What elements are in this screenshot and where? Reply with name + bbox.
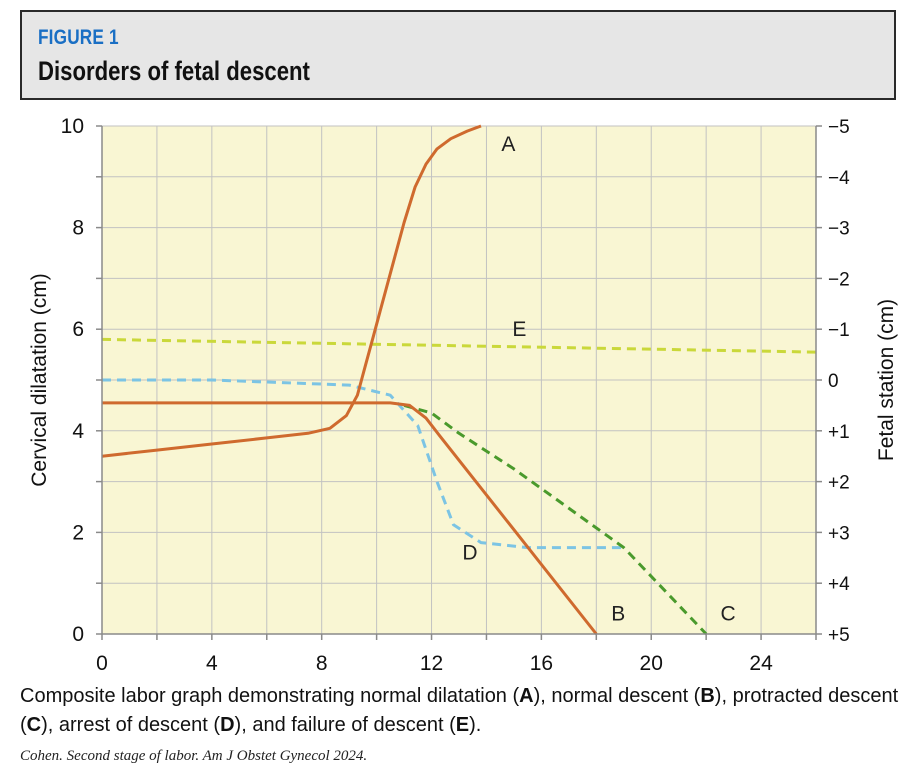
x-tick-label: 8 [316, 652, 328, 675]
caption-key-e: E [456, 714, 469, 736]
caption-text: ). [469, 714, 481, 736]
caption-key-c: C [27, 714, 41, 736]
series-label-b: B [611, 603, 625, 626]
caption-text: ), and failure of descent ( [235, 714, 456, 736]
y-tick-label: 2 [72, 521, 84, 544]
y-tick-label: 10 [61, 115, 84, 138]
caption-text: Composite labor graph demonstrating norm… [20, 685, 519, 707]
y-tick-label: 6 [72, 318, 84, 341]
y-axis-title: Cervical dilatation (cm) [28, 273, 51, 487]
y2-tick-label: −2 [828, 269, 850, 290]
x-tick-label: 12 [420, 652, 443, 675]
series-label-d: D [462, 542, 477, 565]
caption-text: ), normal descent ( [534, 685, 701, 707]
y2-tick-label: −1 [828, 320, 850, 341]
caption-key-b: B [700, 685, 714, 707]
x-tick-label: 24 [749, 652, 773, 675]
figure-caption: Composite labor graph demonstrating norm… [20, 682, 910, 740]
y2-tick-label: −5 [828, 117, 850, 138]
y2-tick-label: −4 [828, 168, 850, 189]
series-label-a: A [501, 133, 515, 156]
y-tick-label: 0 [72, 623, 84, 646]
y2-axis-title: Fetal station (cm) [875, 299, 898, 461]
x-tick-label: 0 [96, 652, 108, 675]
y2-tick-label: +1 [828, 422, 850, 443]
y-tick-label: 4 [72, 420, 84, 443]
caption-key-d: D [220, 714, 234, 736]
y2-tick-label: +5 [828, 625, 850, 646]
y2-tick-label: 0 [828, 371, 839, 392]
figure-header: FIGURE 1 Disorders of fetal descent [20, 10, 896, 100]
x-tick-label: 4 [206, 652, 218, 675]
figure-title: Disorders of fetal descent [38, 56, 310, 87]
caption-key-a: A [519, 685, 533, 707]
y2-tick-label: +2 [828, 473, 850, 494]
y2-tick-label: +4 [828, 574, 850, 595]
series-label-e: E [512, 318, 526, 341]
citation: Cohen. Second stage of labor. Am J Obste… [20, 748, 367, 765]
y2-tick-label: +3 [828, 523, 850, 544]
y-tick-label: 8 [72, 217, 84, 240]
figure-label: FIGURE 1 [38, 26, 119, 50]
y2-tick-label: −3 [828, 219, 850, 240]
x-tick-label: 16 [530, 652, 553, 675]
x-tick-label: 20 [640, 652, 663, 675]
series-label-c: C [721, 603, 736, 626]
caption-text: ), arrest of descent ( [41, 714, 220, 736]
